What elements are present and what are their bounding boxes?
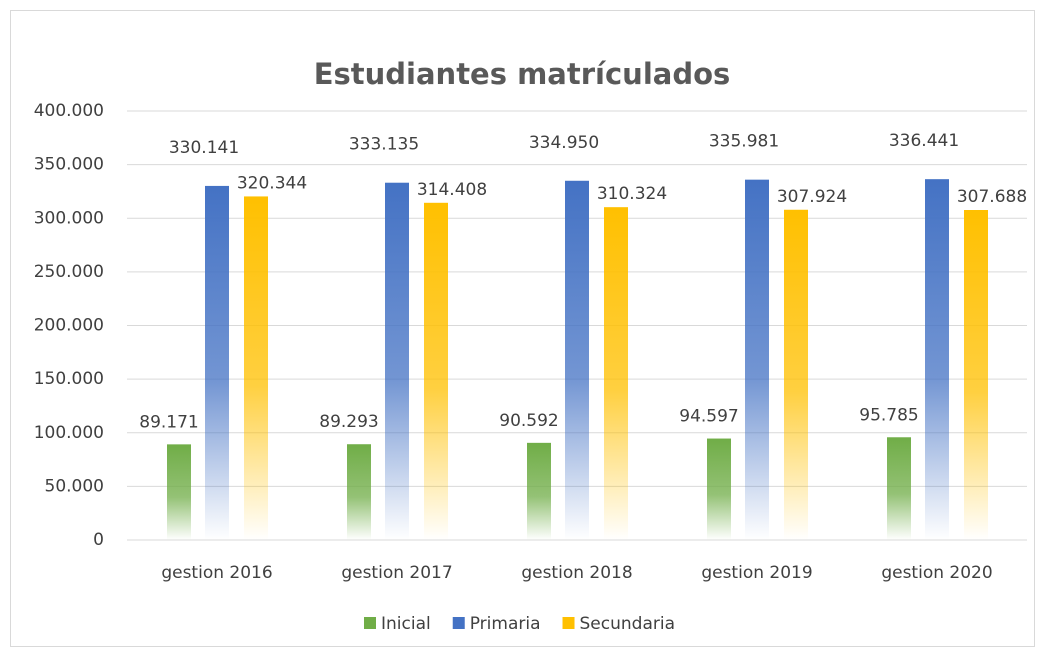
data-label: 330.141 [169,138,239,158]
data-label: 314.408 [417,180,487,200]
data-label: 336.441 [889,131,959,151]
bar [565,180,589,541]
legend-label: Primaria [470,614,541,634]
data-label: 333.135 [349,135,419,155]
legend-label: Secundaria [580,614,675,634]
data-label: 310.324 [597,184,667,204]
data-label: 307.688 [957,187,1027,207]
y-tick-label: 300.000 [34,208,104,228]
legend-swatch [562,617,575,629]
data-label: 94.597 [679,407,738,427]
x-tick-label: gestion 2017 [341,563,452,583]
x-tick-label: gestion 2019 [701,563,812,583]
bar [887,437,911,540]
chart-title: Estudiantes matrículados [314,57,731,91]
bar [347,444,371,540]
bar [205,185,229,541]
bar [244,196,268,540]
data-label: 334.950 [529,133,599,153]
x-tick-label: gestion 2018 [521,563,632,583]
bar [604,207,628,541]
y-tick-label: 200.000 [34,316,104,336]
data-label: 89.171 [139,412,198,432]
y-tick-label: 150.000 [34,369,104,389]
bar [784,209,808,540]
data-label: 335.981 [709,132,779,152]
y-tick-label: 400.000 [34,101,104,121]
y-tick-label: 250.000 [34,262,104,282]
data-label: 90.592 [499,411,558,431]
y-tick-label: 50.000 [45,476,104,496]
x-tick-label: gestion 2016 [161,563,272,583]
bar [707,438,731,540]
bar [745,179,769,540]
legend-swatch [364,617,376,629]
data-label: 320.344 [237,173,307,193]
legend-label: Inicial [381,614,431,634]
x-tick-label: gestion 2020 [881,563,992,583]
data-label: 95.785 [859,405,918,425]
bar [424,202,448,540]
chart-border [10,10,1035,647]
bar [385,182,409,540]
data-label: 89.293 [319,412,378,432]
y-tick-label: 100.000 [34,423,104,443]
y-tick-label: 0 [93,530,104,550]
bar [167,444,191,540]
y-tick-label: 350.000 [34,155,104,175]
bar [527,442,551,540]
bar [964,210,988,540]
bar [925,179,949,540]
legend-swatch [452,617,465,629]
data-label: 307.924 [777,187,847,207]
